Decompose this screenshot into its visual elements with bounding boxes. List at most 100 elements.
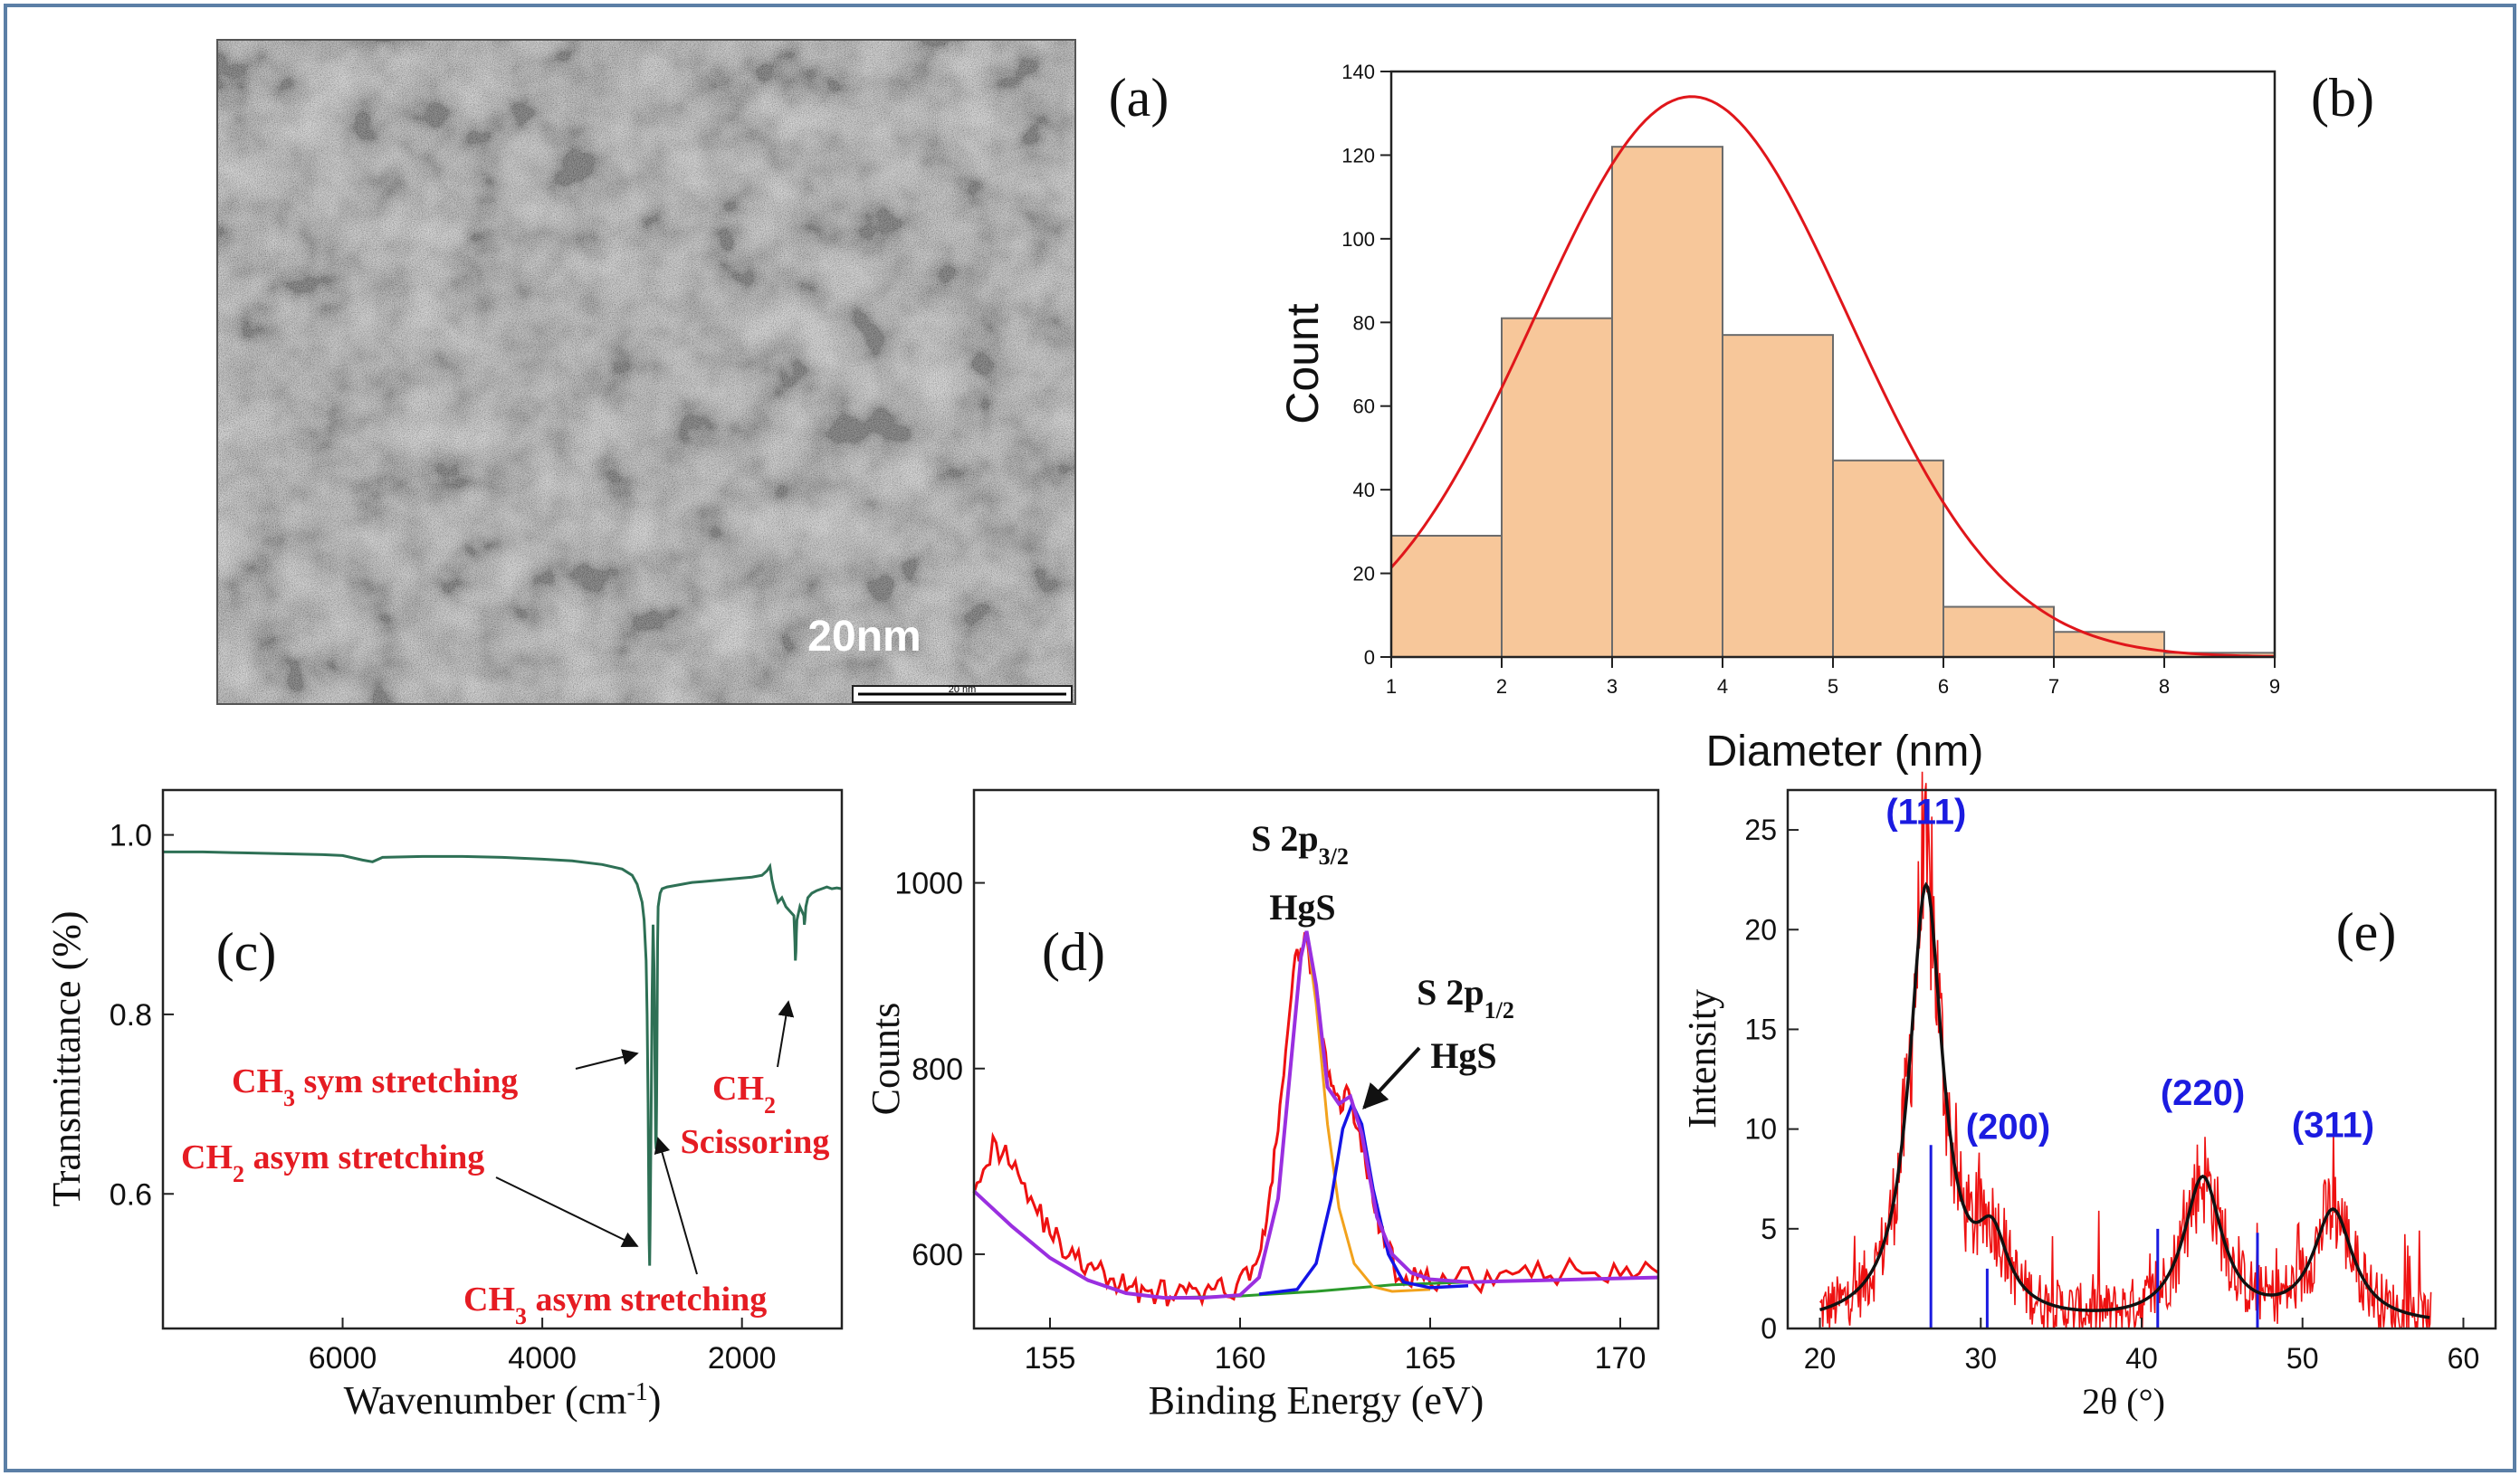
xps-raw-spectrum: [972, 931, 1659, 1308]
annotation-ch2-scissoring-title: CH2: [712, 1070, 776, 1119]
y-tick-label-e: 25: [1744, 814, 1777, 846]
x-tick-label-d: 170: [1595, 1341, 1647, 1376]
x-tick-label-b: 3: [1607, 675, 1618, 698]
arrow-ch3-sym: [575, 1049, 639, 1070]
x-tick-label-b: 8: [2159, 675, 2170, 698]
x-tick-label-e: 60: [2448, 1342, 2480, 1375]
panel-b: 1 2 3 4 5 6 7 8 9 0 20 40 60 80 100 120 140 Count Diamet…: [1277, 61, 2374, 776]
x-tick-label-e: 20: [1804, 1342, 1837, 1375]
y-tick-label-e: 15: [1744, 1013, 1777, 1045]
x-tick-label-d: 165: [1405, 1341, 1456, 1376]
y-tick-label-b: 120: [1341, 144, 1375, 167]
x-tick-label-b: 4: [1717, 675, 1728, 698]
panel-e: 20 30 40 50 60 0 5 10 15 20 25 (111) (200) (220) (311…: [1680, 771, 2497, 1422]
annotation-s2p12: S 2p1/2: [1417, 972, 1514, 1024]
annotation-ch2-scissoring-label: Scissoring: [681, 1123, 830, 1161]
x-tick-label-e: 40: [2125, 1342, 2158, 1375]
y-tick-label-b: 20: [1353, 563, 1375, 586]
axis-label-x-c: Wavenumber (cm-1): [344, 1378, 662, 1424]
tem-image-frame: [216, 39, 1076, 705]
histogram-bar: [1832, 459, 1944, 658]
tem-scalebar-small-text: 20 nm: [949, 684, 977, 695]
histogram-bar: [1942, 605, 2055, 658]
peak-label: (111): [1885, 792, 1966, 832]
axis-label-y-e: Intensity: [1680, 989, 1724, 1128]
xrd-fit-line: [1819, 881, 2430, 1319]
histogram-bar: [1722, 334, 1834, 658]
xps-envelope-fit: [972, 930, 1659, 1300]
y-tick-label-c: 0.6: [110, 1177, 152, 1212]
y-tick-label-e: 10: [1744, 1113, 1777, 1146]
histogram-bar: [2053, 631, 2165, 658]
panel-label-d: (d): [1042, 922, 1105, 982]
plot-frame-d: [972, 788, 1660, 1330]
tem-image-noise: [217, 40, 1075, 704]
y-tick-label-c: 1.0: [110, 819, 152, 853]
annotation-ch3-asym-stretching: CH3 asym stretching: [463, 1281, 767, 1329]
ftir-spectrum-line: [163, 850, 843, 1266]
histogram-bar: [1501, 317, 1613, 658]
annotation-s2p32: S 2p3/2: [1251, 818, 1349, 870]
x-tick-label-d: 155: [1025, 1341, 1076, 1376]
annotation-ch2-asym-stretching: CH2 asym stretching: [181, 1138, 484, 1187]
annotation-ch3-sym-stretching: CH3 sym stretching: [232, 1062, 518, 1111]
x-tick-label-e: 30: [1964, 1342, 1997, 1375]
y-tick-label-b: 60: [1353, 395, 1375, 418]
y-tick-label-e: 20: [1744, 913, 1777, 946]
panel-label-e: (e): [2336, 902, 2397, 962]
y-tick-label-e: 5: [1761, 1213, 1777, 1245]
x-tick-label-c: 6000: [309, 1341, 377, 1376]
axis-label-x-e: 2θ (°): [2082, 1381, 2165, 1422]
arrow-ch3-asym: [654, 1137, 698, 1275]
x-tick-label-c: 4000: [508, 1341, 577, 1376]
figure-border: [4, 4, 2516, 1472]
x-tick-label-e: 50: [2286, 1342, 2319, 1375]
y-tick-label-c: 0.8: [110, 998, 152, 1033]
gaussian-fit-line: [1389, 95, 2276, 658]
x-tick-label-b: 2: [1496, 675, 1507, 698]
axis-label-y-b: Count: [1277, 303, 1328, 424]
xrd-raw-pattern: [1818, 771, 2432, 1329]
panel-label-c: (c): [216, 922, 277, 982]
histogram-bar: [1390, 534, 1503, 658]
x-tick-label-b: 7: [2048, 675, 2059, 698]
plot-frame-c: [161, 788, 844, 1330]
peak-label: (220): [2161, 1073, 2245, 1113]
y-tick-label-d: 800: [912, 1052, 963, 1087]
y-tick-label-b: 40: [1353, 479, 1375, 501]
x-tick-label-b: 6: [1938, 675, 1949, 698]
y-tick-label-d: 1000: [894, 867, 963, 901]
arrow-ch2-scissoring: [777, 1000, 795, 1068]
tem-scale-text: 20nm: [807, 613, 921, 661]
axis-label-y-c: Transmittance (%): [44, 910, 89, 1206]
plot-frame-e: [1786, 788, 2497, 1330]
axis-label-x-d: Binding Energy (eV): [1149, 1378, 1484, 1423]
peak-label: (311): [2292, 1105, 2374, 1145]
axis-label-x-b: Diameter (nm): [1706, 728, 1984, 776]
panel-label-b: (b): [2311, 68, 2374, 128]
y-tick-label-b: 0: [1364, 646, 1375, 669]
annotation-s2p12-hgs: HgS: [1430, 1035, 1496, 1076]
arrow-ch2-asym: [495, 1176, 639, 1247]
y-tick-label-b: 100: [1341, 228, 1375, 251]
arrow-s2p12: [1362, 1046, 1421, 1110]
x-tick-label-b: 5: [1828, 675, 1838, 698]
x-tick-label-c: 2000: [708, 1341, 777, 1376]
y-tick-label-b: 140: [1341, 61, 1375, 83]
xps-s2p12-component: [1258, 1100, 1469, 1296]
y-tick-label-e: 0: [1761, 1312, 1777, 1345]
panel-label-a: (a): [1109, 68, 1169, 128]
axis-label-y-d: Counts: [864, 1003, 908, 1116]
panel-a: 20nm 20 nm (a): [216, 39, 1169, 705]
x-tick-label-b: 9: [2269, 675, 2280, 698]
y-tick-label-b: 80: [1353, 311, 1375, 334]
annotation-s2p32-hgs: HgS: [1269, 887, 1335, 928]
histogram-bar: [1611, 146, 1723, 658]
peak-label: (200): [1966, 1108, 2050, 1147]
x-tick-label-d: 160: [1215, 1341, 1266, 1376]
y-tick-label-d: 600: [912, 1238, 963, 1272]
panel-d: 155 160 165 170 600 800 1000 Counts Binding En…: [864, 788, 1660, 1423]
x-tick-label-b: 1: [1386, 675, 1397, 698]
